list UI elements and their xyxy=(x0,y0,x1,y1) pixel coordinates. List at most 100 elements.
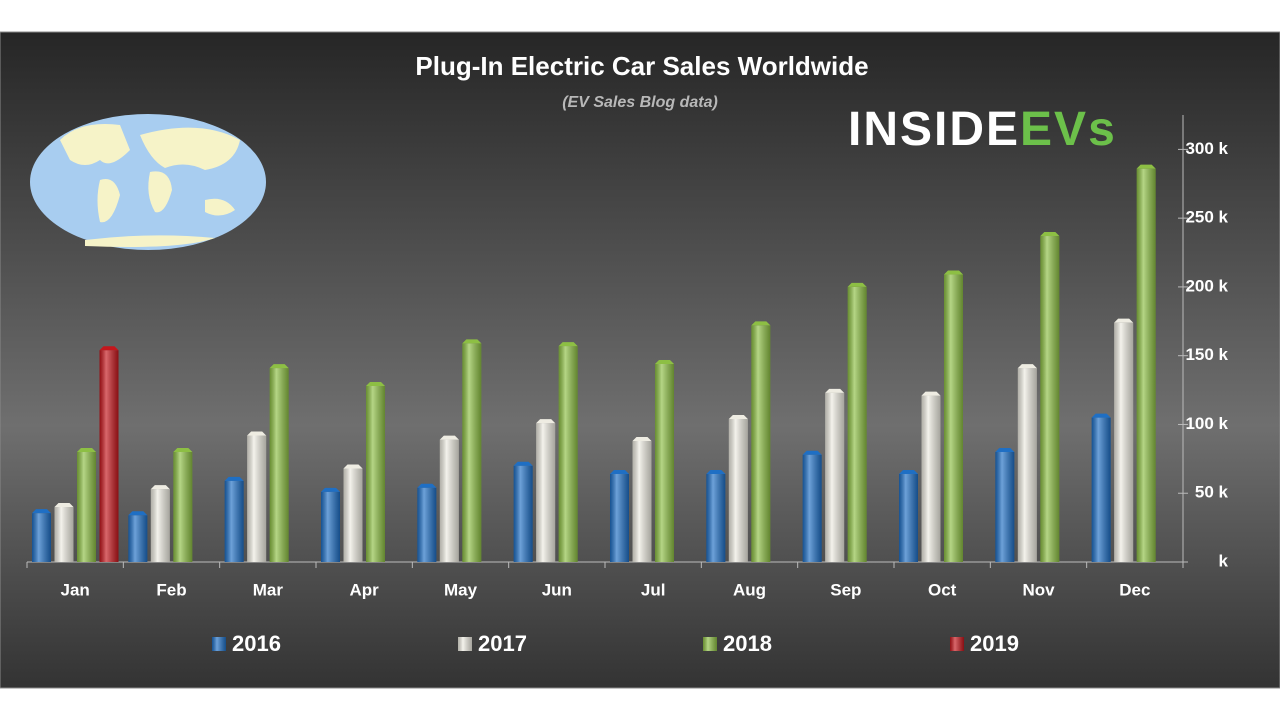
bar-cap xyxy=(321,487,340,492)
x-tick-label: Sep xyxy=(830,580,861,599)
bar-cap xyxy=(417,483,437,488)
bar-cap xyxy=(1136,164,1156,169)
bar-shine xyxy=(610,473,629,562)
chart-subtitle: (EV Sales Blog data) xyxy=(562,94,718,111)
x-tick-label: Jan xyxy=(61,580,90,599)
bar-shine xyxy=(1136,168,1156,562)
bar-shine xyxy=(728,418,748,562)
legend-label: 2017 xyxy=(478,631,527,656)
bar-shine xyxy=(1091,417,1111,562)
y-tick-label: 50 k xyxy=(1195,483,1229,502)
bar-cap xyxy=(536,419,556,424)
bar-shine xyxy=(921,395,941,562)
bar-cap xyxy=(269,364,289,369)
bar-cap xyxy=(1114,318,1134,323)
x-tick-label: May xyxy=(444,580,478,599)
bar-cap xyxy=(751,321,771,326)
bar-cap xyxy=(1017,364,1037,369)
bar-shine xyxy=(77,451,96,562)
bar-shine xyxy=(247,435,267,562)
legend-swatch-shine xyxy=(950,637,964,651)
bar-shine xyxy=(944,274,963,562)
y-tick-label: 200 k xyxy=(1185,276,1228,295)
world-map xyxy=(30,114,266,250)
bar-shine xyxy=(899,473,918,562)
bar-cap xyxy=(728,414,748,419)
y-tick-label: k xyxy=(1219,551,1229,570)
bar-shine xyxy=(706,473,726,562)
bar-shine xyxy=(632,440,652,562)
bar-cap xyxy=(558,342,578,347)
bar-cap xyxy=(513,461,533,466)
bar-cap xyxy=(921,391,941,396)
x-tick-label: Dec xyxy=(1119,580,1150,599)
bar-cap xyxy=(1091,413,1111,418)
bar-cap xyxy=(995,447,1015,452)
y-tick-label: 250 k xyxy=(1185,208,1228,227)
x-tick-label: Aug xyxy=(733,580,766,599)
bar-shine xyxy=(802,454,822,562)
bar-shine xyxy=(269,368,289,562)
bar-cap xyxy=(847,282,867,287)
x-tick-label: Feb xyxy=(156,580,186,599)
x-tick-label: Jul xyxy=(641,580,666,599)
bar-cap xyxy=(343,464,363,469)
bar-shine xyxy=(825,392,845,562)
bar-cap xyxy=(247,431,267,436)
bar-shine xyxy=(173,451,193,562)
bar-cap xyxy=(99,346,119,351)
bar-cap xyxy=(150,485,170,490)
bar-shine xyxy=(150,489,170,562)
bar-shine xyxy=(847,286,867,562)
bar-cap xyxy=(610,469,629,474)
legend-swatch-shine xyxy=(212,637,226,651)
bar-shine xyxy=(655,363,674,562)
bar-shine xyxy=(536,423,556,562)
logo-part: INSIDE xyxy=(848,103,1020,156)
bar-shine xyxy=(439,439,459,562)
bar-shine xyxy=(321,491,340,562)
bar-cap xyxy=(439,435,459,440)
bar-cap xyxy=(1040,232,1060,237)
bar-cap xyxy=(32,509,51,514)
x-tick-label: Mar xyxy=(253,580,284,599)
bar-shine xyxy=(32,513,51,562)
bar-shine xyxy=(1114,322,1134,562)
bar-cap xyxy=(899,469,918,474)
legend-label: 2016 xyxy=(232,631,281,656)
legend-swatch-shine xyxy=(458,637,472,651)
bar-cap xyxy=(77,447,96,452)
bar-shine xyxy=(1040,236,1060,562)
bar-shine xyxy=(558,346,578,562)
bar-shine xyxy=(343,468,363,562)
legend-label: 2018 xyxy=(723,631,772,656)
bar-cap xyxy=(944,270,963,275)
x-tick-label: Oct xyxy=(928,580,957,599)
x-tick-label: Jun xyxy=(542,580,572,599)
bar-cap xyxy=(173,447,193,452)
bar-cap xyxy=(366,381,385,386)
bar-shine xyxy=(128,515,148,562)
bar-shine xyxy=(995,451,1015,562)
bar-shine xyxy=(1017,368,1037,562)
bar-cap xyxy=(128,511,148,516)
bar-shine xyxy=(366,385,385,562)
y-tick-label: 100 k xyxy=(1185,414,1228,433)
bar-shine xyxy=(751,325,771,562)
legend-swatch-shine xyxy=(703,637,717,651)
bar-shine xyxy=(417,487,437,562)
bar-cap xyxy=(825,388,845,393)
bar-shine xyxy=(54,506,74,562)
y-tick-label: 300 k xyxy=(1185,139,1228,158)
legend-label: 2019 xyxy=(970,631,1019,656)
x-tick-label: Nov xyxy=(1022,580,1055,599)
bar-shine xyxy=(224,480,244,562)
x-tick-label: Apr xyxy=(350,580,380,599)
bar-cap xyxy=(224,476,244,481)
y-tick-label: 150 k xyxy=(1185,345,1228,364)
bar-shine xyxy=(462,343,482,562)
bar-cap xyxy=(54,502,74,507)
bar-shine xyxy=(513,465,533,562)
